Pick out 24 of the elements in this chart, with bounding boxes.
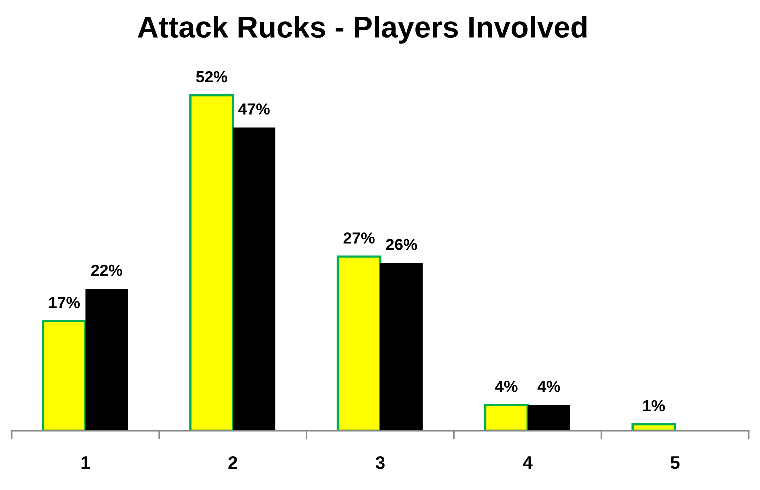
bar (632, 423, 676, 431)
data-label: 26% (386, 239, 418, 250)
data-label: 52% (196, 71, 228, 83)
data-label: 17% (49, 297, 80, 308)
chart-title: Attack Rucks - Players Involved (138, 16, 587, 44)
bar (528, 405, 570, 431)
data-label: 4% (495, 381, 518, 392)
x-tick-label: 1 (82, 456, 90, 470)
data-label: 27% (344, 232, 375, 244)
x-tick-label: 5 (670, 456, 680, 470)
data-label: 47% (238, 104, 270, 115)
bar (190, 94, 234, 431)
x-tick-label: 2 (228, 456, 238, 470)
data-label: 1% (644, 400, 666, 412)
x-tick-label: 4 (523, 456, 533, 470)
bar (42, 320, 87, 431)
bar (233, 128, 276, 431)
bar (484, 404, 530, 431)
bar (336, 256, 382, 431)
data-label: 4% (538, 381, 560, 392)
bar (380, 263, 423, 431)
bar (86, 289, 128, 431)
x-tick-label: 3 (376, 456, 385, 470)
data-label: 22% (91, 264, 122, 276)
